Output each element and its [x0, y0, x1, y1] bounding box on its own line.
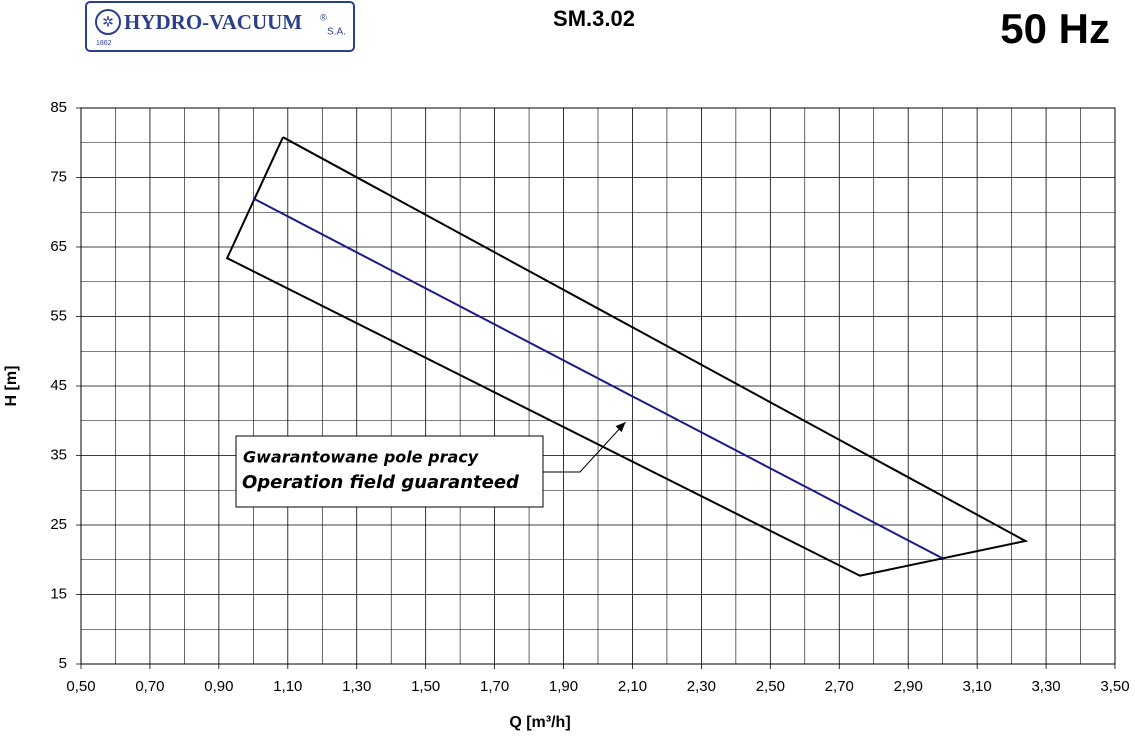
logo-text: HYDRO-VACUUM [124, 10, 302, 34]
series-line [252, 197, 944, 560]
y-tick-label: 35 [50, 446, 67, 463]
x-axis-label: Q [m³/h] [509, 714, 570, 731]
x-tick-label: 1,30 [342, 678, 371, 695]
y-tick-label: 45 [50, 377, 67, 394]
x-tick-label: 1,90 [549, 678, 578, 695]
logo-mark: ® [320, 12, 327, 22]
logo-suffix: S.A. [327, 27, 346, 38]
x-tick-label: 3,10 [963, 678, 992, 695]
y-tick-label: 5 [59, 655, 67, 672]
x-tick-label: 1,10 [273, 678, 302, 695]
x-tick-label: 0,90 [204, 678, 233, 695]
x-tick-label: 0,70 [135, 678, 164, 695]
logo-frame [85, 1, 355, 52]
annotation-arrow [543, 421, 626, 473]
logo: ✲ HYDRO-VACUUM ® S.A. 1862 [85, 1, 355, 52]
x-tick-label: 3,50 [1100, 678, 1129, 695]
logo-year: 1862 [96, 40, 112, 47]
frequency: 50 Hz [1000, 5, 1110, 52]
y-tick-label: 15 [50, 585, 67, 602]
annotation-text: Gwarantowane pole pracy [243, 448, 479, 467]
x-tick-label: 2,50 [756, 678, 785, 695]
series-line [225, 136, 1029, 577]
y-tick-label: 85 [50, 99, 67, 116]
annotation-box [235, 435, 544, 508]
x-tick-label: 1,50 [411, 678, 440, 695]
x-tick-label: 3,30 [1031, 678, 1060, 695]
y-axis-label: H [m] [3, 366, 20, 407]
logo-icon [95, 9, 121, 35]
plot-frame [80, 107, 1116, 665]
y-tick-label: 75 [50, 168, 67, 185]
x-tick-label: 2,10 [618, 678, 647, 695]
annotation-text: Operation field guaranteed [242, 472, 520, 493]
y-tick-label: 65 [50, 238, 67, 255]
x-tick-label: 0,50 [66, 678, 95, 695]
y-tick-label: 25 [50, 516, 67, 533]
chart-title: SM.3.02 [553, 6, 635, 31]
annotation-arrowhead [615, 422, 626, 433]
x-tick-label: 1,70 [480, 678, 509, 695]
y-tick-label: 55 [50, 307, 67, 324]
x-tick-label: 2,90 [894, 678, 923, 695]
x-tick-label: 2,30 [687, 678, 716, 695]
x-tick-label: 2,70 [825, 678, 854, 695]
logo-icon-glyph: ✲ [102, 14, 114, 30]
